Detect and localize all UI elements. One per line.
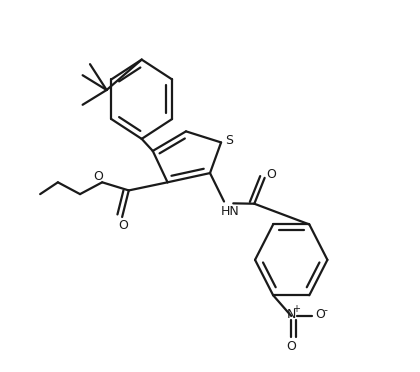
Text: +: + [292, 304, 300, 314]
Text: S: S [225, 134, 233, 147]
Text: O: O [315, 308, 325, 321]
Text: O: O [266, 168, 276, 181]
Text: O: O [286, 340, 296, 353]
Text: O: O [118, 219, 128, 232]
Text: HN: HN [220, 205, 239, 218]
Text: N: N [286, 308, 296, 321]
Text: -: - [324, 305, 328, 315]
Text: O: O [93, 170, 103, 183]
